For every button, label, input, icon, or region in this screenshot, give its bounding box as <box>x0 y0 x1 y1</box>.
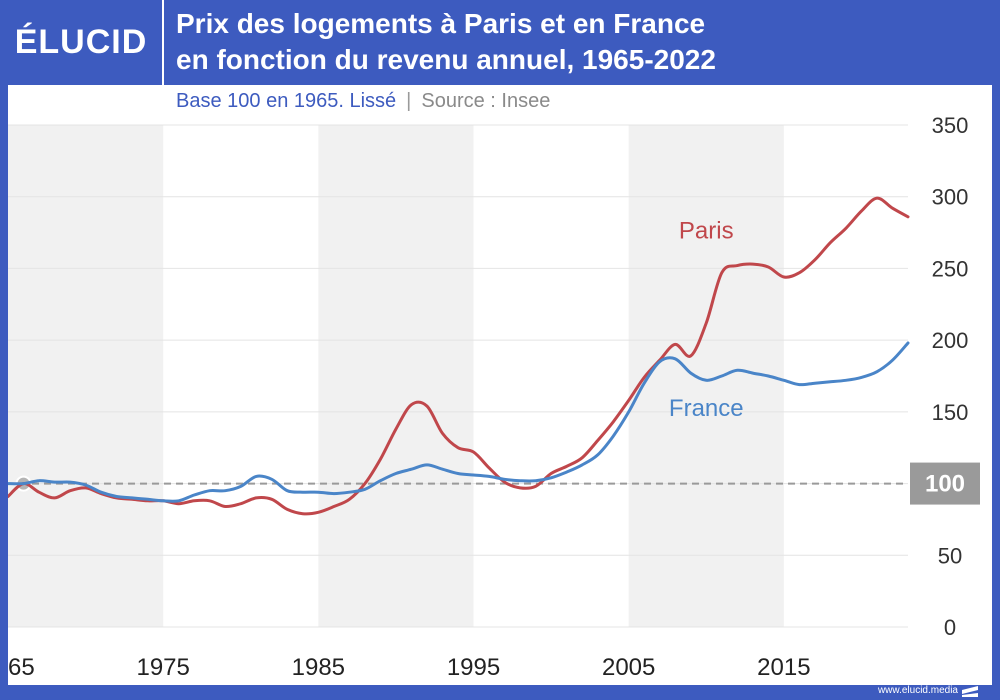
chart-subtitle: Base 100 en 1965. Lissé | Source : Insee <box>176 88 550 114</box>
series-label-france: France <box>669 395 744 422</box>
subtitle-separator: | <box>406 90 412 112</box>
y-tick-label: 150 <box>932 400 969 425</box>
series-label-paris: Paris <box>679 217 734 244</box>
y-tick-label: 250 <box>932 256 969 281</box>
line-chart: 0 50 150 200 250 300 350 100 1965 1975 1985 1995 20… <box>8 113 980 681</box>
chart-title-line-2: en fonction du revenu annuel, 1965-2022 <box>176 44 716 75</box>
chart-title-line-1: Prix des logements à Paris et en France <box>176 8 706 39</box>
x-tick-label: 2015 <box>757 654 810 681</box>
header-bar: ÉLUCID Prix des logements à Paris et en … <box>0 0 1000 85</box>
x-tick-label: 1995 <box>447 654 500 681</box>
y-axis: 0 50 150 200 250 300 350 100 <box>910 113 980 640</box>
elucid-logo: ÉLUCID <box>14 23 148 61</box>
decade-band-1 <box>318 125 474 627</box>
y-tick-label: 0 <box>944 615 956 640</box>
subtitle-base: Base 100 en 1965. Lissé <box>176 90 397 112</box>
x-axis: 1965 1975 1985 1995 2005 2015 <box>8 654 811 681</box>
decade-band-2 <box>628 125 784 627</box>
decade-band-0 <box>8 125 164 627</box>
x-tick-label: 1965 <box>8 654 35 681</box>
baseline-badge-label: 100 <box>925 471 965 498</box>
subtitle-source: Source : Insee <box>421 90 551 112</box>
elucid-mark-icon <box>962 686 978 697</box>
series-labels: Paris France <box>669 217 744 422</box>
logo-divider <box>162 0 164 85</box>
x-tick-label: 2005 <box>602 654 655 681</box>
y-tick-label: 200 <box>932 328 969 353</box>
x-tick-label: 1975 <box>136 654 189 681</box>
footer-url: www.elucid.media <box>877 685 958 696</box>
baseline-badge <box>910 462 980 505</box>
y-tick-label: 300 <box>932 185 969 210</box>
decade-bands <box>8 125 784 627</box>
chart-panel: Base 100 en 1965. Lissé | Source : Insee 0… <box>8 85 992 685</box>
series-line-france <box>8 341 910 503</box>
x-tick-label: 1985 <box>292 654 345 681</box>
series-lines <box>8 196 910 516</box>
y-tick-label: 350 <box>932 113 969 138</box>
gridlines <box>8 124 908 628</box>
chart-title: Prix des logements à Paris et en France … <box>176 6 986 78</box>
y-tick-label: 50 <box>938 543 962 568</box>
